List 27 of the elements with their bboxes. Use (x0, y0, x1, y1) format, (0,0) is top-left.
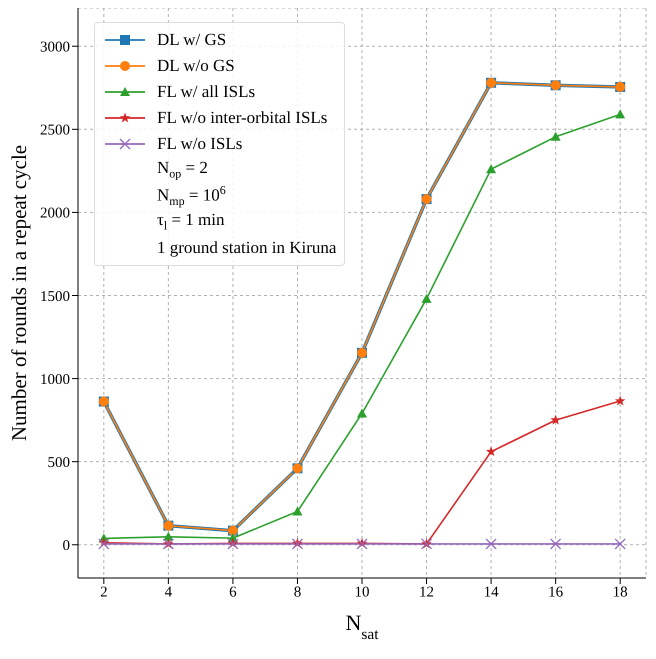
x-tick-label: 18 (612, 584, 628, 601)
x-axis-title: N$_{sat}$ (346, 610, 380, 642)
legend-label: FL w/ all ISLs (157, 82, 256, 102)
x-tick-label: 16 (548, 584, 564, 601)
y-tick-label: 0 (62, 538, 70, 554)
y-axis-title: Number of rounds in a repeat cycle (7, 144, 31, 442)
y-tick-label: 1500 (40, 288, 70, 305)
y-tick-label: 1000 (40, 372, 70, 388)
x-tick-label: 4 (164, 584, 173, 601)
x-tick-label: 12 (419, 584, 434, 601)
y-tick-label: 2500 (40, 122, 70, 139)
legend-label: FL w/o ISLs (157, 134, 242, 154)
x-tick-label: 6 (229, 584, 238, 601)
annotation: 1 ground station in Kiruna (157, 238, 336, 257)
x-tick-label: 2 (100, 584, 108, 601)
annotation: τ$_{l}$ = 1 min (157, 210, 224, 233)
legend-label: DL w/o GS (157, 56, 235, 76)
annotation: N$_{mp}$ = 10$^{6}$ (157, 182, 226, 208)
y-tick-label: 3000 (40, 40, 70, 56)
annotation: N$_{op}$ = 2 (157, 158, 208, 181)
legend-label: FL w/o inter-orbital ISLs (157, 108, 328, 128)
x-tick-label: 14 (484, 584, 500, 601)
x-tick-label: 10 (354, 584, 370, 601)
legend-label: DL w/ GS (157, 30, 226, 50)
y-tick-label: 2000 (40, 206, 70, 222)
x-tick-label: 8 (294, 584, 302, 601)
y-tick-label: 500 (48, 455, 70, 471)
